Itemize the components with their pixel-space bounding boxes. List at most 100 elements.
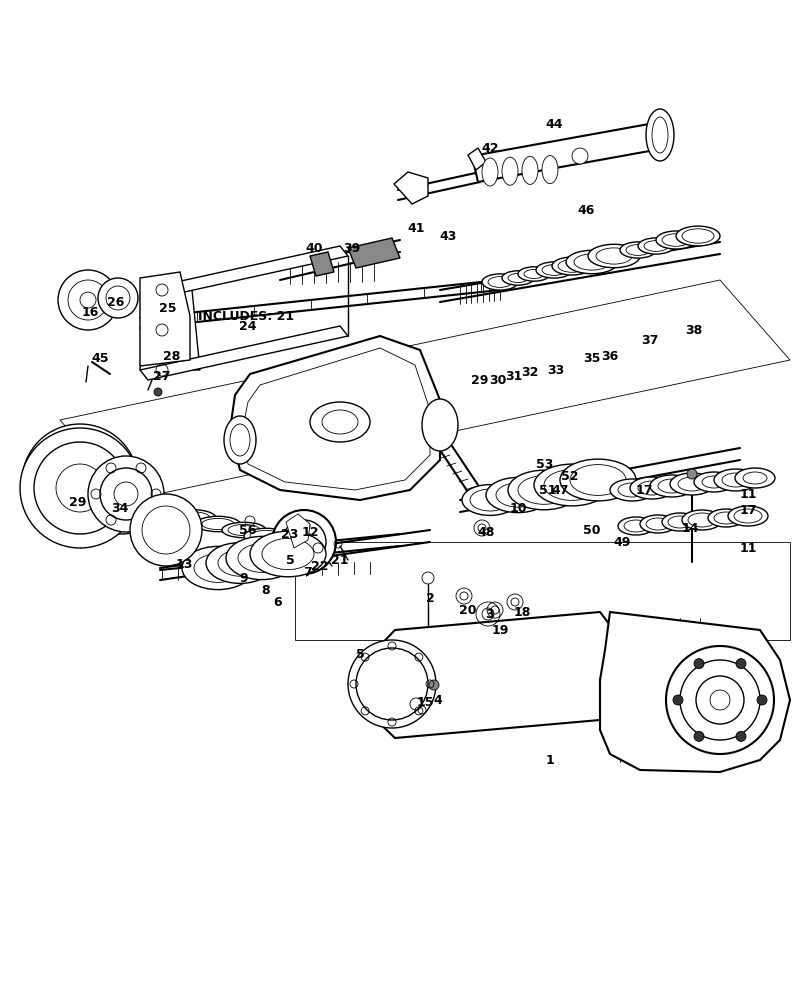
Circle shape [672, 695, 682, 705]
Text: 13: 13 [175, 558, 192, 570]
Ellipse shape [629, 477, 673, 499]
Text: 28: 28 [163, 350, 181, 362]
Ellipse shape [195, 516, 240, 532]
Polygon shape [139, 246, 348, 300]
Polygon shape [285, 514, 310, 548]
Text: 29: 29 [69, 495, 87, 508]
Circle shape [58, 460, 102, 504]
Text: 47: 47 [551, 484, 568, 496]
Text: 14: 14 [680, 522, 698, 534]
Ellipse shape [587, 244, 639, 268]
Text: 5: 5 [355, 648, 364, 660]
Text: 15: 15 [416, 696, 433, 708]
Ellipse shape [676, 226, 719, 246]
Ellipse shape [250, 530, 281, 542]
Circle shape [756, 695, 766, 705]
Ellipse shape [517, 267, 549, 281]
Ellipse shape [225, 536, 298, 580]
Circle shape [735, 731, 745, 741]
Text: 51: 51 [539, 484, 556, 496]
Ellipse shape [130, 499, 190, 520]
Ellipse shape [541, 156, 557, 184]
Circle shape [695, 676, 743, 724]
Ellipse shape [262, 538, 314, 570]
Ellipse shape [669, 473, 713, 495]
Circle shape [686, 469, 696, 479]
Text: 16: 16 [81, 306, 99, 318]
Text: 11: 11 [738, 542, 756, 554]
Text: 33: 33 [547, 363, 564, 376]
Ellipse shape [486, 477, 549, 513]
Text: 27: 27 [153, 369, 170, 382]
Circle shape [106, 286, 130, 310]
Text: 53: 53 [535, 458, 553, 471]
Text: 50: 50 [582, 524, 600, 536]
Text: 24: 24 [239, 320, 256, 332]
Circle shape [68, 280, 108, 320]
Ellipse shape [501, 271, 534, 285]
Polygon shape [348, 238, 400, 268]
Ellipse shape [543, 470, 599, 500]
Ellipse shape [693, 472, 733, 492]
Ellipse shape [496, 483, 539, 507]
Text: 11: 11 [738, 488, 756, 500]
Text: 1: 1 [545, 754, 554, 766]
Circle shape [98, 474, 146, 522]
Ellipse shape [655, 231, 695, 249]
Ellipse shape [661, 513, 697, 531]
Text: 21: 21 [331, 554, 348, 566]
Ellipse shape [243, 528, 288, 544]
Text: 42: 42 [481, 141, 498, 154]
Ellipse shape [501, 157, 517, 185]
Ellipse shape [639, 515, 676, 533]
Text: 12: 12 [301, 526, 319, 538]
Ellipse shape [707, 509, 743, 527]
Ellipse shape [734, 468, 774, 488]
Ellipse shape [517, 476, 569, 504]
Text: 8: 8 [261, 584, 270, 597]
Polygon shape [60, 280, 789, 500]
Text: 5: 5 [285, 554, 294, 566]
Ellipse shape [224, 416, 255, 464]
Ellipse shape [713, 469, 757, 491]
Text: 7: 7 [303, 566, 312, 578]
Ellipse shape [238, 544, 285, 572]
Ellipse shape [617, 517, 653, 535]
Circle shape [693, 731, 703, 741]
Text: 34: 34 [111, 502, 128, 514]
Circle shape [22, 424, 138, 540]
Text: 18: 18 [513, 605, 530, 618]
Text: 48: 48 [477, 526, 494, 538]
Text: 44: 44 [544, 117, 562, 130]
Text: 17: 17 [738, 504, 756, 516]
Circle shape [130, 494, 202, 566]
Ellipse shape [727, 506, 767, 526]
Ellipse shape [535, 262, 571, 278]
Circle shape [281, 520, 325, 564]
Ellipse shape [310, 402, 370, 442]
Circle shape [571, 148, 587, 164]
Text: 45: 45 [91, 352, 109, 364]
Polygon shape [393, 172, 427, 204]
Polygon shape [310, 252, 333, 276]
Circle shape [88, 456, 164, 532]
Text: 17: 17 [634, 484, 652, 496]
Text: 38: 38 [684, 324, 702, 336]
Text: 25: 25 [159, 302, 177, 314]
Text: 26: 26 [107, 296, 125, 308]
Circle shape [86, 462, 158, 534]
Text: 43: 43 [439, 230, 456, 242]
Ellipse shape [482, 158, 497, 186]
Circle shape [665, 646, 773, 754]
Polygon shape [471, 122, 665, 182]
Text: 37: 37 [641, 334, 658, 347]
Ellipse shape [551, 257, 591, 275]
Polygon shape [230, 336, 440, 500]
Polygon shape [139, 290, 200, 370]
Ellipse shape [217, 550, 262, 576]
Ellipse shape [521, 156, 538, 184]
Ellipse shape [470, 489, 509, 511]
Circle shape [422, 572, 433, 584]
Circle shape [348, 640, 436, 728]
Polygon shape [370, 612, 620, 738]
